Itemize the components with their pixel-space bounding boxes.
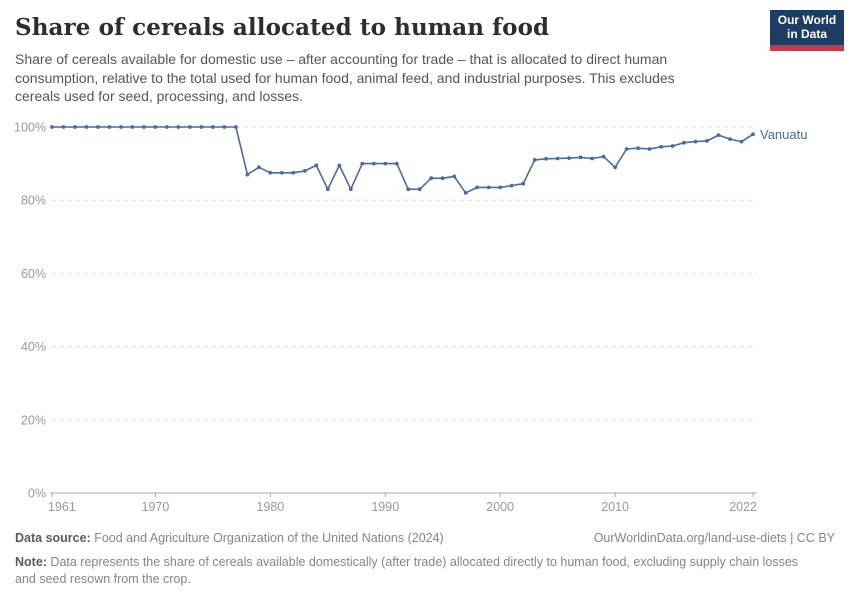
source-link[interactable]: OurWorldinData.org/land-use-diets | CC B… bbox=[593, 531, 835, 545]
data-point[interactable] bbox=[337, 163, 342, 168]
data-point[interactable] bbox=[578, 155, 583, 160]
data-point[interactable] bbox=[498, 185, 503, 190]
data-point[interactable] bbox=[705, 139, 709, 143]
data-point[interactable] bbox=[613, 165, 617, 170]
data-point[interactable] bbox=[348, 187, 353, 192]
data-point[interactable] bbox=[119, 125, 123, 129]
y-tick-label: 80% bbox=[21, 194, 46, 208]
page-title: Share of cereals allocated to human food bbox=[15, 14, 550, 41]
data-point[interactable] bbox=[475, 185, 480, 190]
data-point[interactable] bbox=[279, 170, 284, 175]
data-point[interactable] bbox=[682, 140, 686, 145]
y-tick-label: 60% bbox=[21, 267, 46, 281]
data-point[interactable] bbox=[165, 125, 169, 129]
data-point[interactable] bbox=[188, 125, 192, 129]
data-point[interactable] bbox=[360, 161, 365, 166]
series-vanuatu bbox=[50, 125, 755, 195]
data-point[interactable] bbox=[199, 125, 204, 129]
x-tick-label: 2010 bbox=[601, 500, 629, 514]
data-point[interactable] bbox=[417, 187, 422, 192]
data-point[interactable] bbox=[234, 125, 238, 129]
data-point[interactable] bbox=[291, 170, 296, 175]
data-point[interactable] bbox=[383, 161, 388, 166]
data-point[interactable] bbox=[509, 183, 514, 188]
data-point[interactable] bbox=[84, 125, 89, 129]
data-point[interactable] bbox=[463, 191, 468, 195]
data-point[interactable] bbox=[429, 176, 434, 181]
data-point[interactable] bbox=[693, 139, 698, 144]
series-line bbox=[52, 126, 754, 194]
data-point[interactable] bbox=[670, 144, 675, 148]
entity-label-vanuatu[interactable]: Vanuatu bbox=[760, 127, 807, 142]
data-point[interactable] bbox=[73, 125, 77, 129]
data-point[interactable] bbox=[268, 170, 273, 175]
x-tick-label: 2000 bbox=[486, 500, 514, 514]
x-tick-label: 1970 bbox=[142, 500, 170, 514]
y-tick-label: 20% bbox=[21, 413, 46, 427]
y-tick-label: 40% bbox=[21, 340, 46, 354]
data-point[interactable] bbox=[739, 139, 744, 144]
data-point[interactable] bbox=[302, 169, 307, 173]
data-point[interactable] bbox=[245, 172, 250, 177]
x-axis: 1961 1970 1980 1990 2000 2010 2022 bbox=[48, 492, 757, 514]
header: Share of cereals allocated to human food… bbox=[15, 14, 760, 106]
y-gridlines bbox=[52, 126, 757, 421]
data-point[interactable] bbox=[394, 161, 399, 166]
data-point[interactable] bbox=[659, 144, 663, 149]
data-point[interactable] bbox=[544, 156, 548, 161]
x-tick-label: 1961 bbox=[48, 500, 76, 514]
y-tick-label: 0% bbox=[28, 487, 46, 501]
data-point[interactable] bbox=[716, 133, 721, 137]
data-point[interactable] bbox=[96, 125, 100, 129]
owid-logo[interactable]: Our World in Data bbox=[770, 10, 844, 51]
data-point[interactable] bbox=[406, 187, 411, 192]
data-point[interactable] bbox=[107, 125, 112, 129]
data-point[interactable] bbox=[371, 161, 376, 166]
data-point[interactable] bbox=[50, 125, 54, 129]
data-point[interactable] bbox=[325, 187, 330, 192]
data-point[interactable] bbox=[176, 125, 181, 129]
owid-logo-red-bar bbox=[770, 45, 844, 51]
x-tick-label: 1980 bbox=[256, 500, 284, 514]
data-point[interactable] bbox=[211, 125, 215, 129]
x-tick-label: 2022 bbox=[729, 500, 757, 514]
data-point[interactable] bbox=[567, 156, 571, 160]
data-point[interactable] bbox=[452, 174, 457, 179]
data-point[interactable] bbox=[636, 146, 640, 151]
data-point[interactable] bbox=[142, 125, 146, 129]
data-point[interactable] bbox=[751, 132, 755, 137]
note: Note: Data represents the share of cerea… bbox=[15, 555, 799, 586]
data-point[interactable] bbox=[590, 156, 594, 161]
data-point[interactable] bbox=[532, 158, 537, 162]
chart-area[interactable]: 0% 20% 40% 60% 80% 100% 1961 1970 1980 1990 2000 2… bbox=[0, 110, 850, 515]
footer: Data source: Food and Agriculture Organi… bbox=[15, 530, 835, 588]
y-tick-label: 100% bbox=[14, 121, 46, 135]
data-point[interactable] bbox=[624, 147, 629, 151]
page-subtitle: Share of cereals available for domestic … bbox=[15, 51, 675, 104]
entity-label-group: Vanuatu bbox=[760, 127, 807, 142]
data-point[interactable] bbox=[601, 154, 606, 159]
data-point[interactable] bbox=[61, 125, 66, 129]
data-point[interactable] bbox=[257, 165, 261, 170]
data-point[interactable] bbox=[555, 156, 560, 161]
y-axis: 0% 20% 40% 60% 80% 100% bbox=[14, 121, 46, 501]
data-source: Data source: Food and Agriculture Organi… bbox=[15, 531, 444, 545]
line-chart[interactable]: 0% 20% 40% 60% 80% 100% 1961 1970 1980 1990 2000 2… bbox=[0, 110, 850, 515]
data-point[interactable] bbox=[486, 185, 491, 190]
data-point[interactable] bbox=[521, 181, 526, 186]
data-point[interactable] bbox=[440, 176, 445, 181]
data-point[interactable] bbox=[728, 137, 732, 141]
data-point[interactable] bbox=[647, 147, 652, 151]
x-tick-label: 1990 bbox=[371, 500, 399, 514]
data-point[interactable] bbox=[130, 125, 135, 129]
data-point[interactable] bbox=[314, 163, 319, 168]
data-point[interactable] bbox=[153, 125, 158, 129]
owid-logo-text: Our World in Data bbox=[770, 10, 844, 45]
data-point[interactable] bbox=[222, 125, 227, 129]
